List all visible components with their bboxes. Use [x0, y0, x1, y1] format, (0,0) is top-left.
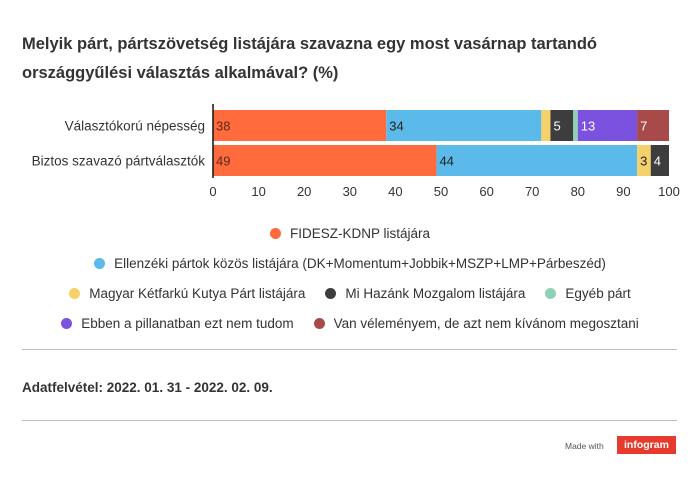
data-label: 13 [581, 119, 595, 134]
x-tick-label: 30 [343, 184, 357, 199]
data-label: 7 [640, 119, 647, 134]
legend-swatch [545, 287, 557, 299]
legend-item[interactable]: Magyar Kétfarkú Kutya Párt listájára [69, 286, 305, 301]
bar-segment [541, 110, 551, 141]
x-tick-label: 20 [297, 184, 311, 199]
x-tick-label: 90 [616, 184, 630, 199]
data-label: 5 [553, 119, 560, 134]
legend-item[interactable]: Van véleményem, de azt nem kívánom megos… [313, 315, 639, 331]
legend-row: Ebben a pillanatban ezt nem tudom Van vél… [0, 308, 700, 338]
legend-swatch [313, 317, 325, 329]
legend-label: Magyar Kétfarkú Kutya Párt listájára [89, 285, 306, 301]
x-tick-label: 80 [571, 184, 585, 199]
x-tick-label: 0 [209, 184, 216, 199]
legend-swatch [61, 317, 73, 329]
data-label: 3 [640, 154, 647, 169]
legend-label: Egyéb párt [565, 285, 631, 301]
bar-segment [637, 110, 669, 141]
chart-title: Melyik párt, pártszövetség listájára sza… [22, 35, 597, 82]
x-tick-label: 100 [658, 184, 680, 199]
x-tick-label: 40 [388, 184, 402, 199]
survey-date-note: Adatfelvétel: 2022. 01. 31 - 2022. 02. 0… [22, 380, 273, 395]
legend-row: Ellenzéki pártok közös listájára (DK+Mom… [0, 248, 700, 278]
bar-segment [650, 145, 669, 176]
legend-item[interactable]: FIDESZ-KDNP listájára [269, 225, 431, 241]
bar-segment [577, 110, 638, 141]
bar-segment [213, 110, 387, 141]
legend-label: FIDESZ-KDNP listájára [289, 225, 431, 241]
bar-chart: Választókorú népesség 38 34 5 13 7 Biztos szav… [32, 104, 680, 199]
data-label: 4 [654, 154, 661, 169]
legend-swatch [269, 227, 281, 239]
category-label: Választókorú népesség [65, 119, 205, 134]
x-tick-label: 50 [434, 184, 448, 199]
bar-segment [386, 110, 542, 141]
divider [22, 420, 677, 421]
x-tick-label: 60 [479, 184, 493, 199]
bar-segment [637, 145, 651, 176]
legend-label: Ebben a pillanatban ezt nem tudom [81, 315, 294, 331]
legend-row: FIDESZ-KDNP listájára [0, 218, 700, 248]
infogram-logo[interactable]: infogram [617, 436, 676, 454]
chart-legend: FIDESZ-KDNP listájára Ellenzéki pártok kö… [0, 218, 700, 338]
legend-label: Mi Hazánk Mozgalom listájára [345, 285, 526, 301]
legend-item[interactable]: Ebben a pillanatban ezt nem tudom [61, 315, 294, 331]
legend-label: Ellenzéki pártok közös listájára (DK+Mom… [114, 255, 606, 271]
category-label: Biztos szavazó pártválasztók [32, 154, 206, 169]
legend-swatch [69, 287, 81, 299]
data-label: 38 [216, 119, 230, 134]
legend-swatch [325, 287, 337, 299]
data-label: 49 [216, 154, 230, 169]
bar-segment [550, 110, 574, 141]
legend-item[interactable]: Egyéb párt [545, 285, 631, 301]
legend-row: Magyar Kétfarkú Kutya Párt listájára Mi H… [0, 278, 700, 308]
legend-swatch [94, 257, 106, 269]
x-tick-label: 70 [525, 184, 539, 199]
legend-item[interactable]: Ellenzéki pártok közös listájára (DK+Mom… [94, 256, 606, 271]
bar-segment [213, 145, 437, 176]
made-with-text: Made with [565, 441, 604, 451]
legend-label: Van véleményem, de azt nem kívánom megos… [333, 315, 639, 331]
data-label: 34 [389, 119, 403, 134]
bar-segment [436, 145, 638, 176]
legend-item[interactable]: Mi Hazánk Mozgalom listájára [325, 286, 525, 301]
divider [22, 349, 677, 350]
bar-segment [573, 110, 578, 141]
data-label: 44 [439, 154, 453, 169]
x-tick-label: 10 [251, 184, 265, 199]
